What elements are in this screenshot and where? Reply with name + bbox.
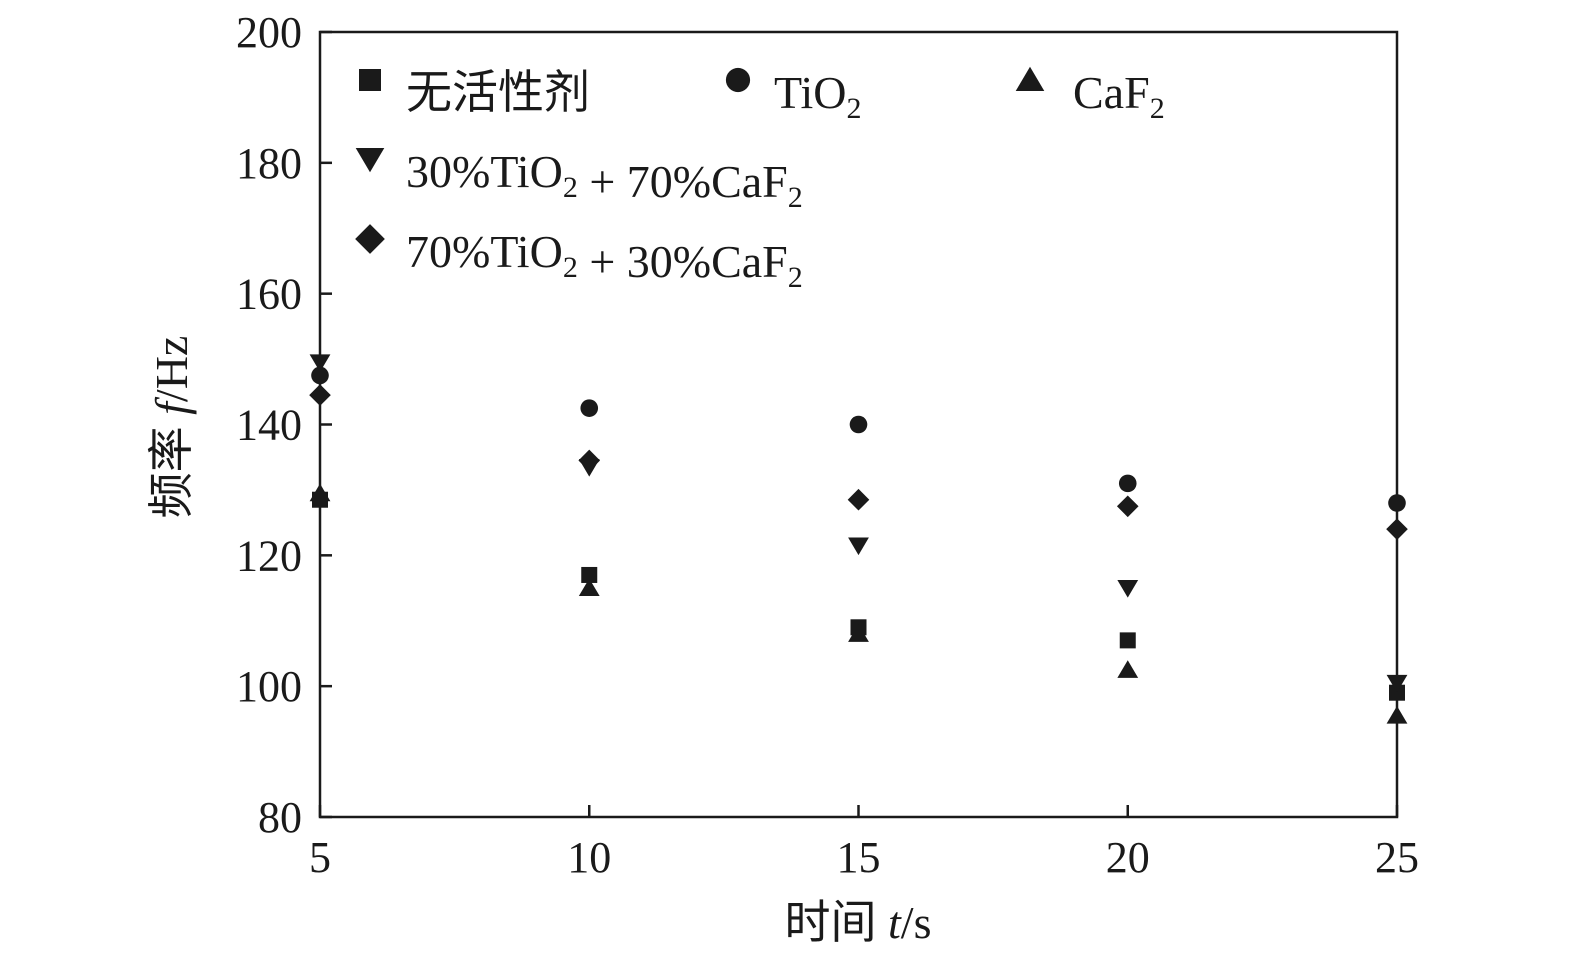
data-point-s3-2 [848,624,869,642]
x-tick-label: 15 [837,833,881,882]
legend-label-s4: 30%TiO2 + 70%CaF2 [406,146,803,214]
data-point-s5-2 [847,488,870,511]
legend: 无活性剂 TiO2 CaF2 30%TiO2 + 70%CaF2 70%TiO2 + 3… [355,66,1165,294]
x-tick-label: 25 [1375,833,1419,882]
y-tick-label: 160 [236,270,302,319]
legend-label-s5: 70%TiO2 + 30%CaF2 [406,226,803,294]
series-s1 [312,491,1405,701]
data-point-s3-0 [309,483,331,502]
legend-item-s5: 70%TiO2 + 30%CaF2 [355,224,803,294]
data-point-s1-4 [1389,684,1405,701]
data-point-s5-0 [309,384,331,406]
y-tick-label: 180 [236,139,302,188]
legend-marker-s1 [359,69,381,91]
series-s2 [311,366,1406,512]
data-point-s1-1 [581,566,598,583]
data-point-s3-4 [1386,706,1408,724]
x-tick-label: 5 [309,833,331,882]
data-point-s4-2 [848,537,869,556]
y-axis-title: 频率 f/Hz [146,336,197,519]
legend-label-s3: CaF2 [1073,67,1165,125]
data-point-s3-3 [1117,660,1139,678]
x-axis-title: 时间 t/s [785,897,932,948]
legend-item-s2: TiO2 [725,67,861,125]
y-tick-label: 120 [236,531,302,580]
data-point-s2-0 [311,366,329,385]
data-points [309,354,1408,724]
data-point-s5-4 [1386,518,1408,540]
data-point-s1-3 [1119,632,1136,649]
data-point-s2-1 [580,399,599,417]
y-tick-label: 100 [236,662,302,711]
legend-marker-s2 [725,67,751,93]
legend-item-s3: CaF2 [1015,66,1165,125]
y-tick-label: 200 [236,8,302,57]
axes: 5 10 15 20 25 80 100 120 140 160 180 200 [236,8,1419,882]
data-point-s4-3 [1117,580,1139,598]
series-s3 [309,483,1408,724]
data-point-s2-2 [849,415,868,434]
data-point-s5-1 [578,449,601,472]
y-tick-label: 80 [258,793,302,842]
data-point-s2-4 [1388,494,1406,512]
x-tick-label: 20 [1106,833,1150,882]
data-point-s5-3 [1116,495,1139,518]
data-point-s4-0 [309,354,331,372]
data-point-s3-1 [578,578,600,597]
y-tick-label: 140 [236,401,302,450]
legend-label-s2: TiO2 [774,67,861,125]
data-point-s4-4 [1386,674,1408,693]
legend-marker-s3 [1015,66,1045,91]
legend-item-s4: 30%TiO2 + 70%CaF2 [355,146,803,214]
legend-label-s1: 无活性剂 [406,67,590,118]
legend-item-s1: 无活性剂 [359,67,590,118]
x-tick-label: 10 [567,833,611,882]
data-point-s2-3 [1118,474,1137,493]
legend-marker-s5 [355,224,385,254]
series-s5 [309,384,1408,540]
legend-marker-s4 [355,148,385,173]
